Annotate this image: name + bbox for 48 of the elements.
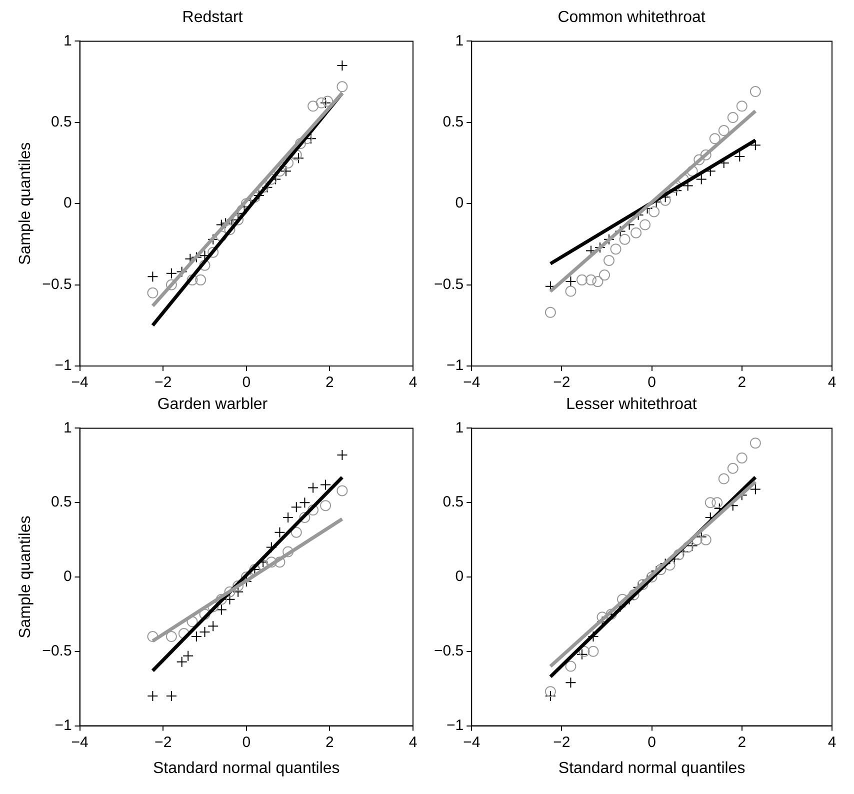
- chart-title: Redstart: [182, 9, 244, 26]
- y-tick-label: 1: [63, 32, 72, 50]
- x-tick-label: 4: [828, 734, 836, 751]
- x-tick-label: −4: [71, 734, 88, 751]
- x-tick-label: 0: [648, 734, 656, 751]
- y-tick-label: −0.5: [434, 642, 464, 660]
- x-tick-label: 0: [242, 734, 251, 751]
- x-axis-title: Standard normal quantiles: [153, 760, 340, 777]
- y-tick-label: −0.5: [434, 276, 464, 293]
- x-tick-label: 4: [828, 374, 836, 392]
- chart-title: Lesser whitethroat: [566, 396, 698, 414]
- y-tick-label: 1: [63, 419, 72, 436]
- x-tick-label: 2: [326, 374, 334, 392]
- x-tick-label: −4: [71, 374, 88, 392]
- x-tick-label: 2: [326, 734, 334, 751]
- y-axis-title: Sample quantiles: [17, 516, 34, 638]
- y-tick-label: −1: [446, 357, 464, 374]
- y-tick-label: 0: [63, 194, 72, 212]
- x-tick-label: 2: [738, 374, 746, 392]
- y-tick-label: −1: [446, 716, 464, 734]
- x-axis-title: Standard normal quantiles: [558, 760, 746, 777]
- x-tick-label: −2: [553, 374, 570, 392]
- y-tick-label: 0: [455, 568, 464, 586]
- y-axis-title: Sample quantiles: [17, 142, 34, 265]
- x-tick-label: −4: [463, 374, 480, 392]
- y-tick-label: 1: [455, 32, 464, 50]
- chart-title: Common whitethroat: [558, 9, 706, 26]
- y-tick-label: 0.5: [50, 114, 72, 131]
- y-tick-label: −1: [54, 357, 72, 374]
- y-tick-label: −0.5: [42, 276, 72, 293]
- x-tick-label: 4: [408, 374, 418, 392]
- x-tick-label: 0: [242, 374, 251, 392]
- y-tick-label: 0.5: [50, 494, 72, 511]
- x-tick-label: −4: [463, 734, 480, 751]
- x-tick-label: −2: [154, 734, 172, 751]
- y-tick-label: 0.5: [442, 494, 464, 511]
- x-tick-label: 2: [738, 734, 746, 751]
- chart-title: Garden warbler: [157, 396, 268, 414]
- y-tick-label: −0.5: [42, 642, 72, 660]
- x-tick-label: 4: [408, 734, 418, 751]
- y-tick-label: 0.5: [442, 114, 464, 131]
- x-tick-label: −2: [553, 734, 570, 751]
- y-tick-label: 0: [455, 194, 464, 212]
- x-tick-label: −2: [154, 374, 172, 392]
- y-tick-label: 0: [63, 568, 72, 586]
- y-tick-label: −1: [54, 716, 72, 734]
- y-tick-label: 1: [455, 419, 464, 436]
- x-tick-label: 0: [648, 374, 656, 392]
